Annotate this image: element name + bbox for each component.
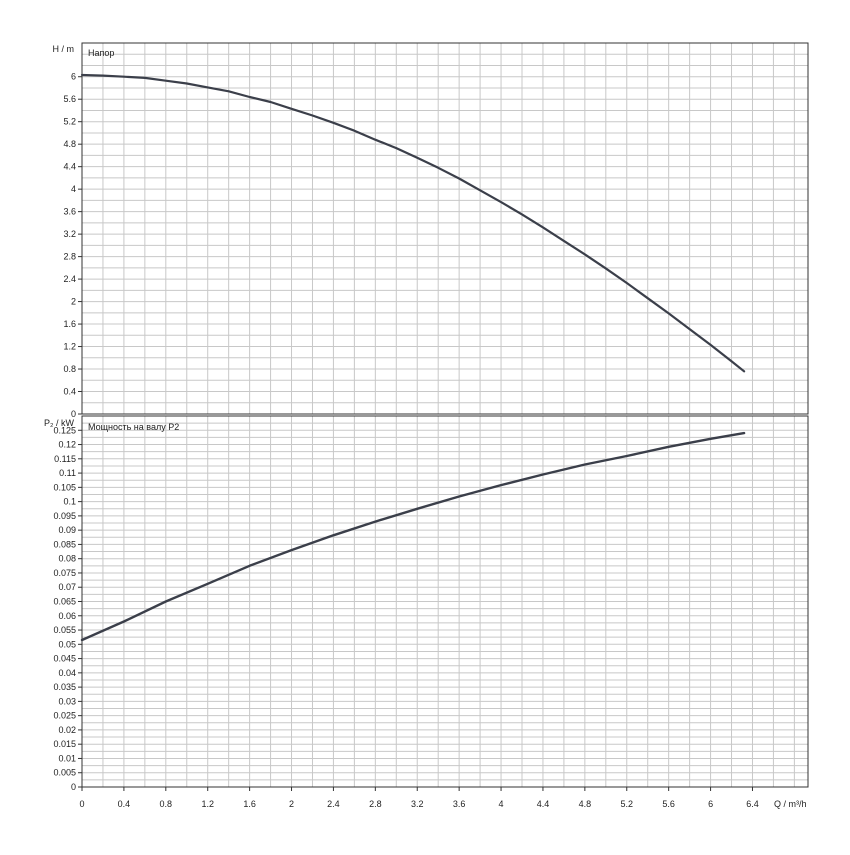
y-tick-label: 0.11 — [59, 468, 76, 478]
y-tick-label: 0.065 — [53, 597, 76, 607]
series-layer — [80, 73, 746, 642]
y-tick-label: 0.115 — [54, 454, 76, 464]
y-tick-label: 4 — [71, 184, 76, 194]
y-tick-label: 2.8 — [63, 252, 76, 262]
y-tick-label: 0.095 — [53, 511, 76, 521]
x-tick-label: 2.8 — [369, 799, 382, 809]
y-tick-label: 0.005 — [53, 768, 76, 778]
y-tick-label: 0.055 — [53, 625, 76, 635]
y-tick-label: 0.015 — [53, 739, 76, 749]
x-tick-label: 4 — [499, 799, 504, 809]
y-tick-label: 4.4 — [63, 162, 76, 172]
y-tick-label: 0.025 — [53, 711, 76, 721]
y-tick-label: 0.01 — [58, 753, 76, 763]
y-tick-label: 4.8 — [63, 139, 76, 149]
y-tick-label: 0.02 — [58, 725, 76, 735]
x-tick-label: 6.4 — [746, 799, 759, 809]
head-y-axis-label: H / m — [53, 44, 75, 54]
labels-layer: Напор H / m Мощность на валу P2 P₂ / kW … — [44, 44, 807, 809]
y-tick-label: 1.2 — [63, 342, 76, 352]
y-tick-label: 0.04 — [58, 668, 76, 678]
y-tick-label: 0.035 — [53, 682, 76, 692]
y-tick-label: 3.2 — [63, 229, 76, 239]
x-tick-label: 2.4 — [327, 799, 340, 809]
y-tick-label: 0.8 — [63, 364, 76, 374]
x-tick-label: 1.6 — [243, 799, 256, 809]
power-curve — [80, 431, 746, 642]
x-tick-label: 4.4 — [537, 799, 550, 809]
head-panel-title: Напор — [88, 48, 114, 58]
x-tick-label: 5.2 — [621, 799, 634, 809]
grid-layer — [82, 43, 808, 787]
y-tick-label: 0.06 — [58, 611, 76, 621]
x-tick-label: 0.8 — [160, 799, 173, 809]
head-curve — [80, 73, 746, 373]
y-tick-label: 0.075 — [53, 568, 76, 578]
y-tick-label: 0.09 — [58, 525, 76, 535]
y-tick-label: 0.045 — [53, 654, 76, 664]
x-tick-label: 6 — [708, 799, 713, 809]
y-tick-label: 1.6 — [63, 319, 76, 329]
y-tick-label: 0.08 — [58, 554, 76, 564]
y-tick-label: 0.125 — [53, 425, 76, 435]
x-tick-label: 3.6 — [453, 799, 466, 809]
x-tick-label: 0.4 — [118, 799, 131, 809]
x-axis-label: Q / m³/h — [774, 799, 807, 809]
y-tick-label: 5.2 — [63, 117, 76, 127]
y-tick-label: 3.6 — [63, 207, 76, 217]
x-tick-label: 2 — [289, 799, 294, 809]
power-y-axis-label: P₂ / kW — [44, 418, 74, 428]
y-tick-label: 0.1 — [63, 497, 76, 507]
y-tick-label: 0.03 — [58, 696, 76, 706]
axes-layer — [78, 42, 809, 791]
y-tick-label: 0.085 — [53, 539, 76, 549]
y-tick-label: 5.6 — [63, 94, 76, 104]
y-tick-label: 0.12 — [58, 440, 76, 450]
x-tick-label: 0 — [79, 799, 84, 809]
y-tick-label: 0.4 — [63, 387, 76, 397]
y-tick-label: 2 — [71, 297, 76, 307]
y-tick-label: 0 — [71, 782, 76, 792]
x-tick-label: 4.8 — [579, 799, 592, 809]
y-tick-label: 2.4 — [63, 274, 76, 284]
plot-frame — [81, 42, 809, 415]
y-tick-label: 0 — [71, 409, 76, 419]
x-tick-label: 1.2 — [201, 799, 214, 809]
x-tick-label: 5.6 — [662, 799, 675, 809]
y-tick-label: 6 — [71, 72, 76, 82]
y-tick-label: 0.105 — [53, 482, 76, 492]
y-tick-label: 0.05 — [58, 639, 76, 649]
x-tick-label: 3.2 — [411, 799, 424, 809]
y-tick-label: 0.07 — [58, 582, 76, 592]
power-panel-title: Мощность на валу P2 — [88, 422, 179, 432]
